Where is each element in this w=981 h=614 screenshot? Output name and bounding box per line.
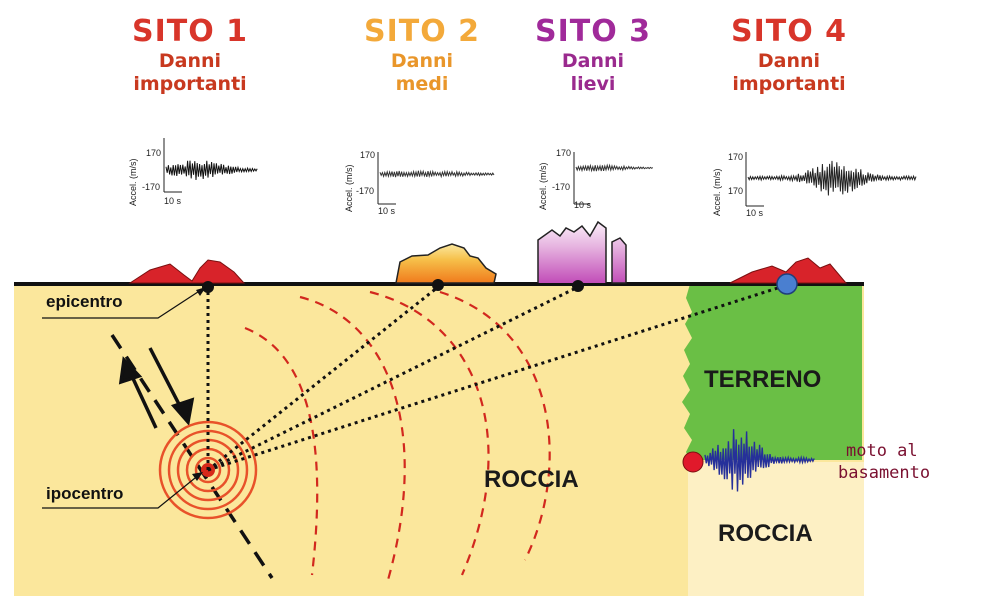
site-4-building-rubble [729,257,848,284]
site-2-heading: SITO 2 Danni medi [357,14,487,96]
site-3-building [537,220,627,284]
site-1-tick-top: 170 [146,148,162,158]
site-2-axis-unit: Accel. (m/s) [344,164,354,212]
site-1-accelerogram [163,138,258,193]
site-1-axis-unit: Accel. (m/s) [128,158,138,206]
site-3-trace [575,163,654,173]
site-4-accelerogram [745,152,917,207]
hypocenter-callout-arrow [192,472,203,481]
epicenter-callout-arrow [196,287,206,296]
site-3-tick-top: 170 [556,148,572,158]
site-2-trace [379,169,495,179]
site-4-damage-line2: importanti [732,72,846,95]
rock-main-label: ROCCIA [484,466,579,493]
site-2-damage-line1: Danni [390,50,454,72]
site-2-tick-top: 170 [360,150,376,160]
base-motion-dot [682,451,704,473]
site-2-tick-bottom: -170 [356,186,375,196]
rock-base-label: ROCCIA [718,520,813,547]
site-4-tick-top: 170 [728,152,744,162]
epicenter-dot [202,281,214,293]
site-1-damage-line2: importanti [133,72,247,95]
wave-fronts [244,290,551,581]
site-4-title: SITO 4 [730,14,848,49]
site-4-trace [747,160,917,196]
site-4-heading: SITO 4 Danni importanti [724,14,854,96]
site-4-damage-line1: Danni [757,50,821,72]
site-2-building [395,243,497,284]
site-3-axis-unit: Accel. (m/s) [538,162,548,210]
rock-base-layer [688,462,864,596]
ray-paths [206,283,788,472]
wave-front-1 [244,326,319,576]
site-1-tick-bottom: -170 [142,182,161,192]
site-2-station-dot [432,279,444,291]
site-2-accelerogram [377,152,495,205]
site-2-title: SITO 2 [363,14,481,49]
base-motion-label-line1: moto al [846,441,918,461]
site-4-station-dot [776,273,798,295]
site-3-time-scale: 10 s [574,200,592,210]
site-3-station-dot [572,280,584,292]
site-1-building-rubble [128,259,246,284]
epicenter-label: epicentro [46,292,123,311]
site-3-title: SITO 3 [534,14,652,49]
hypocenter-callout-line [42,473,201,509]
soil-label: TERRENO [704,366,822,393]
wave-front-2 [299,295,406,581]
site-4-tick-bottom: 170 [728,186,744,196]
site-3-damage-line2: lievi [570,72,616,95]
hypocenter-label: ipocentro [46,484,124,503]
site-3-damage-line1: Danni [561,50,625,72]
base-motion-trace [704,429,815,492]
wave-front-4 [439,290,551,561]
fault-slip-arrows [118,347,195,429]
site-1-trace [165,160,258,181]
site-3-heading: SITO 3 Danni lievi [528,14,658,96]
site-4-time-scale: 10 s [746,208,764,218]
site-2-time-scale: 10 s [378,206,396,216]
site-3-tick-bottom: -170 [552,182,571,192]
site-1-time-scale: 10 s [164,196,182,206]
site-2-damage-line2: medi [395,72,449,95]
epicenter-callout-line [42,287,205,319]
site-3-accelerogram [573,152,654,205]
site-1-heading: SITO 1 Danni importanti [125,14,255,96]
site-1-damage-line1: Danni [158,50,222,72]
soil-layer [682,284,862,460]
site-4-axis-unit: Accel. (m/s) [712,168,722,216]
site-1-title: SITO 1 [131,14,249,49]
base-motion-label-line2: basamento [838,463,931,484]
base-motion-label: moto al basamento [838,440,930,484]
